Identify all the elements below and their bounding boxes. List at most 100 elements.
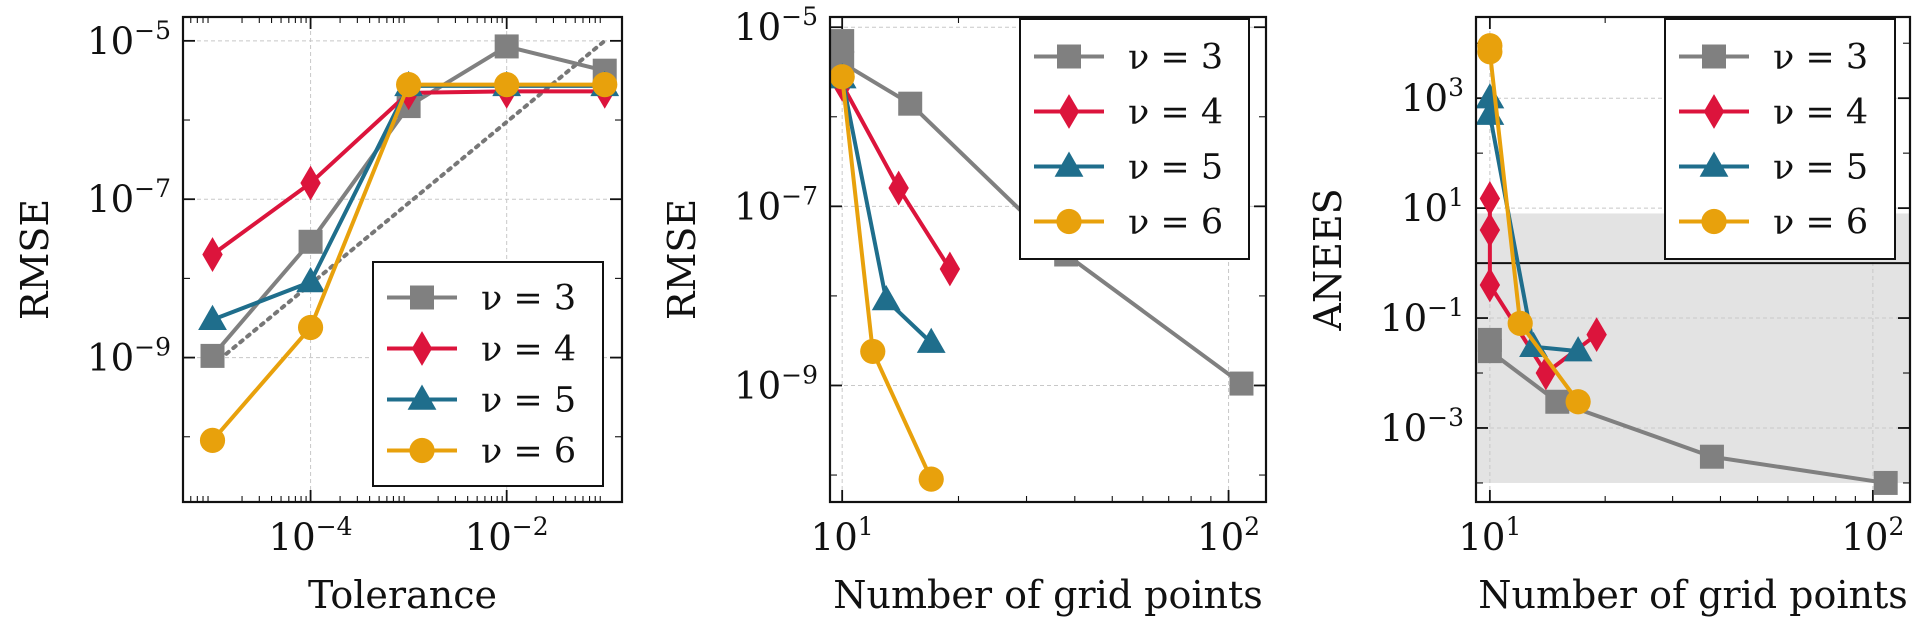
- data-point-nu6: [860, 338, 886, 365]
- legend-label-nu5: ν = 5: [1773, 148, 1868, 188]
- series-nu4: [202, 73, 615, 272]
- legend-marker-nu6: [1701, 208, 1727, 235]
- legend-label-nu6: ν = 6: [1773, 203, 1868, 243]
- x-tick-label: 101: [811, 512, 874, 559]
- data-point-nu6: [1477, 39, 1503, 65]
- legend-label-nu6: ν = 6: [481, 432, 576, 472]
- data-point-nu4: [1586, 317, 1607, 352]
- data-point-nu5: [296, 267, 325, 293]
- data-point-nu6: [199, 427, 226, 453]
- axes-frame: [1474, 15, 1912, 504]
- legend-marker-nu4: [1703, 94, 1725, 129]
- series-nu3: [1477, 327, 1898, 495]
- chart-panel-2: 101 102 10−9 10−7 10−5 Number of grid points R…: [660, 2, 1268, 617]
- x-tick-label: 10−2: [465, 512, 549, 559]
- data-point-nu5: [916, 327, 946, 353]
- legend-label-nu4: ν = 4: [1773, 93, 1868, 133]
- series-nu4: [831, 66, 961, 287]
- data-point-nu5: [198, 304, 227, 330]
- x-tick-label: 10−4: [269, 512, 353, 559]
- legend-marker-nu4: [411, 331, 433, 366]
- legend-marker-nu6: [1056, 208, 1082, 235]
- legend: ν = 3 ν = 4 ν = 5 ν = 6: [372, 261, 604, 487]
- legend-marker-nu5: [1054, 151, 1084, 177]
- series-nu6: [1477, 33, 1591, 415]
- legend-marker-nu4: [1058, 94, 1080, 129]
- data-point-nu6: [396, 72, 422, 98]
- y-tick-label: 10−5: [87, 16, 171, 63]
- legend-marker-nu5: [407, 384, 437, 410]
- data-point-nu4: [1479, 181, 1501, 216]
- data-point-nu6: [1565, 389, 1591, 415]
- data-point-nu3: [494, 34, 519, 59]
- legend-label-nu4: ν = 4: [1128, 93, 1223, 133]
- y-tick-label: 10−9: [734, 360, 818, 407]
- data-point-nu3: [298, 229, 323, 254]
- data-point-nu3: [898, 91, 923, 116]
- y-tick-label: 10−7: [87, 174, 171, 221]
- data-point-nu3: [1545, 389, 1570, 414]
- data-point-nu3: [830, 29, 855, 54]
- plot-area: [198, 34, 620, 453]
- y-tick-label: 10−7: [734, 181, 818, 228]
- data-point-nu5: [871, 285, 901, 311]
- data-point-nu4: [888, 170, 909, 206]
- x-axis-label: Number of grid points: [1478, 573, 1908, 617]
- data-point-nu6: [494, 72, 520, 98]
- data-point-nu3: [1699, 444, 1724, 469]
- legend-marker-nu3: [410, 285, 434, 310]
- legend-marker-nu5: [1699, 151, 1729, 177]
- y-axis-label: RMSE: [13, 199, 57, 320]
- x-tick-label: 102: [1197, 512, 1260, 559]
- series-nu4: [1479, 181, 1607, 391]
- data-point-nu3: [1477, 339, 1502, 364]
- legend-label-nu5: ν = 5: [481, 381, 576, 421]
- data-point-nu4: [300, 165, 321, 201]
- legend: ν = 3 ν = 4 ν = 5 ν = 6: [1019, 18, 1250, 260]
- y-tick-label: 103: [1401, 73, 1464, 120]
- y-tick-label: 10−9: [87, 333, 171, 380]
- legend-label-nu3: ν = 3: [481, 279, 576, 319]
- plot-area: [830, 29, 1254, 492]
- x-axis-label: Tolerance: [308, 573, 497, 617]
- data-point-nu4: [1479, 212, 1501, 248]
- legend-label-nu3: ν = 3: [1128, 38, 1223, 78]
- data-point-nu3: [1873, 470, 1898, 495]
- data-point-nu6: [918, 466, 944, 492]
- x-axis-label: Number of grid points: [833, 573, 1263, 617]
- y-tick-label: 101: [1401, 183, 1464, 230]
- reference-slope-line: [210, 38, 607, 368]
- y-tick-label: 10−3: [1380, 403, 1464, 450]
- series-nu6: [199, 72, 618, 453]
- data-point-nu4: [1479, 267, 1501, 303]
- data-point-nu3: [1229, 371, 1254, 396]
- axes-frame: [828, 15, 1268, 504]
- data-point-nu5: [1563, 336, 1593, 362]
- y-axis-label: RMSE: [660, 199, 704, 320]
- y-axis-label: ANEES: [1306, 188, 1350, 331]
- x-tick-label: 102: [1841, 512, 1904, 559]
- y-tick-label: 10−5: [734, 2, 818, 49]
- legend-label-nu3: ν = 3: [1773, 38, 1868, 78]
- chart-panel-3: 101 102 10−3 10−1 101 103 Number of grid point…: [1306, 15, 1912, 617]
- axes-frame: [181, 15, 624, 504]
- legend-marker-nu6: [409, 437, 435, 464]
- data-point-nu4: [202, 237, 223, 272]
- data-point-nu3: [200, 343, 225, 368]
- legend: ν = 3 ν = 4 ν = 5 ν = 6: [1664, 18, 1896, 260]
- legend-marker-nu3: [1057, 44, 1081, 69]
- legend-label-nu4: ν = 4: [481, 330, 576, 370]
- plot-area: [1476, 33, 1910, 495]
- legend-label-nu6: ν = 6: [1128, 203, 1223, 243]
- data-point-nu6: [297, 314, 324, 341]
- data-point-nu4: [939, 251, 961, 287]
- data-point-nu6: [1507, 310, 1533, 336]
- legend-marker-nu3: [1702, 44, 1726, 69]
- legend-label-nu5: ν = 5: [1128, 148, 1223, 188]
- data-point-nu6: [592, 72, 618, 98]
- data-point-nu6: [830, 64, 855, 90]
- x-tick-label: 101: [1458, 512, 1521, 559]
